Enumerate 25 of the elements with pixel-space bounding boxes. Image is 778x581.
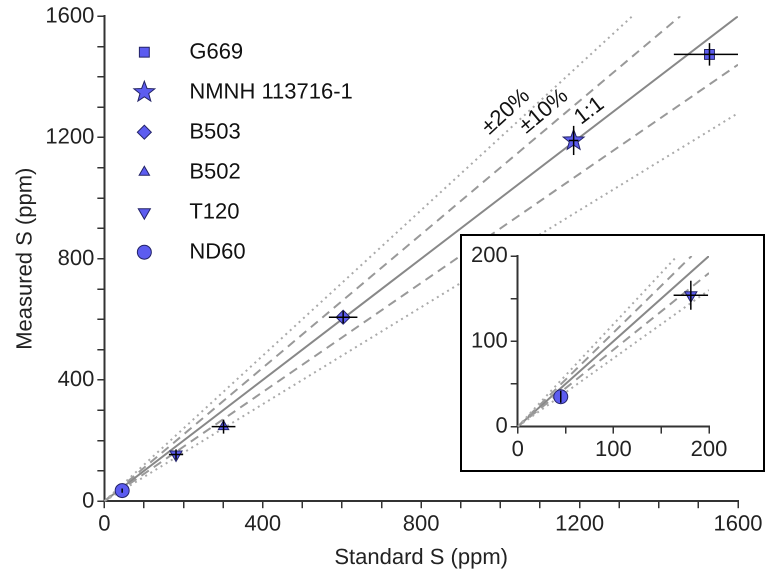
x-tick-label: 0 — [98, 510, 110, 536]
x-tick-label: 1600 — [714, 510, 762, 536]
legend-label: B502 — [189, 158, 241, 184]
x-tick-label: 1200 — [555, 510, 604, 536]
legend-label: T120 — [189, 198, 240, 224]
x-tick-label: 400 — [244, 510, 282, 536]
x-axis-title: Standard S (ppm) — [334, 544, 508, 569]
text: 1:1 — [568, 90, 608, 130]
y-tick-label: 400 — [58, 366, 94, 392]
x-tick-label: 800 — [402, 510, 440, 536]
x-tick-label: 200 — [690, 436, 728, 461]
y-tick-label: 1600 — [45, 2, 94, 28]
y-tick-label: 800 — [58, 244, 94, 270]
y-tick-label: 0 — [495, 412, 508, 438]
legend-label: G669 — [189, 38, 244, 64]
legend-label: ND60 — [189, 238, 246, 264]
y-tick-label: 100 — [470, 327, 508, 352]
x-tick-label: 0 — [512, 436, 524, 461]
y-axis-title: Measured S (ppm) — [11, 168, 36, 350]
y-tick-label: 200 — [470, 242, 508, 268]
y-tick-label: 1200 — [45, 124, 94, 149]
legend-label: B503 — [189, 118, 241, 144]
legend-label: NMNH 113716-1 — [189, 78, 353, 104]
y-tick-label: 0 — [82, 487, 94, 512]
x-tick-label: 100 — [594, 436, 632, 461]
